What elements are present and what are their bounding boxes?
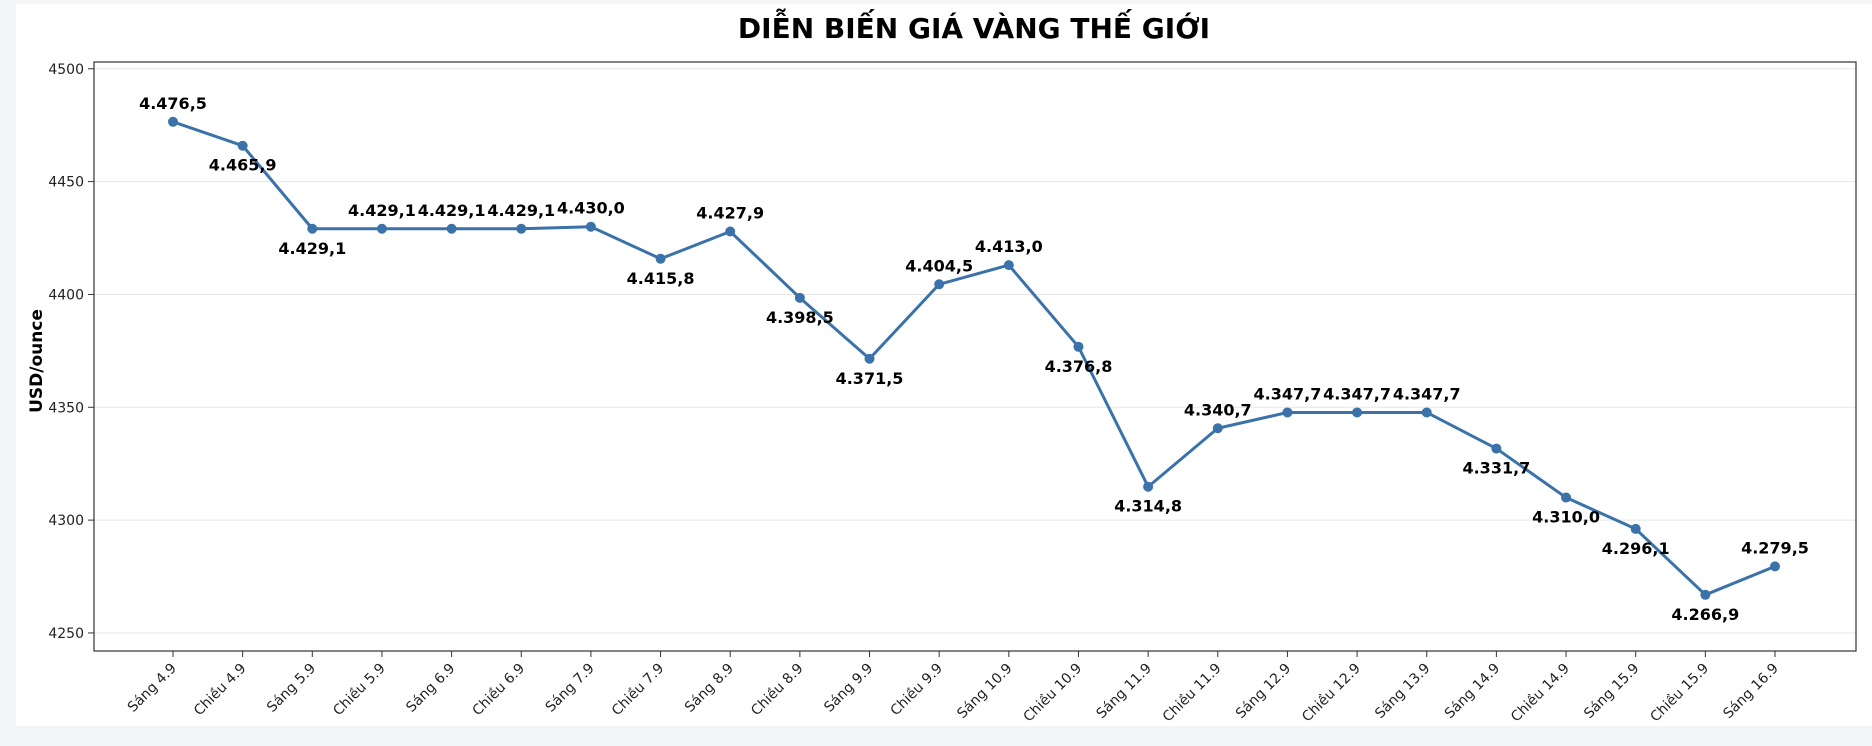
data-point <box>1770 561 1780 572</box>
x-tick-label: Sáng 11.9 <box>1094 661 1155 722</box>
x-tick-label: Chiều 9.9 <box>887 660 946 719</box>
data-point <box>307 223 318 234</box>
data-label: 4.476,5 <box>139 94 207 113</box>
x-tick-label: Chiều 5.9 <box>330 660 389 719</box>
data-point <box>516 223 527 234</box>
data-point <box>446 223 457 234</box>
data-point <box>655 253 666 264</box>
data-label: 4.404,5 <box>905 256 973 275</box>
x-tick-label: Sáng 10.9 <box>954 661 1015 722</box>
x-tick-label: Sáng 7.9 <box>543 661 598 716</box>
data-label: 4.429,1 <box>487 201 555 220</box>
data-label: 4.465,9 <box>209 156 277 175</box>
data-point <box>1421 407 1432 418</box>
data-point <box>168 116 178 127</box>
line-chart: DIỄN BIẾN GIÁ VÀNG THẾ GIỚI USD/ounce 42… <box>27 7 1857 725</box>
data-point <box>585 221 596 232</box>
y-tick-label: 4300 <box>48 513 84 529</box>
data-point <box>1700 589 1711 600</box>
x-tick-label: Sáng 14.9 <box>1442 661 1503 722</box>
x-tick-label: Chiều 12.9 <box>1298 660 1364 726</box>
data-label: 4.430,0 <box>557 199 625 218</box>
y-tick-label: 4400 <box>48 287 84 303</box>
y-axis-label: USD/ounce <box>27 309 47 413</box>
data-label: 4.266,9 <box>1671 605 1739 624</box>
x-tick-label: Sáng 5.9 <box>264 661 319 716</box>
chart-figure: DIỄN BIẾN GIÁ VÀNG THẾ GIỚI USD/ounce 42… <box>16 4 1872 726</box>
y-tick-label: 4350 <box>48 400 84 416</box>
x-tick-label: Sáng 15.9 <box>1581 661 1642 722</box>
data-label: 4.296,1 <box>1602 539 1670 558</box>
x-tick-label: Sáng 8.9 <box>682 661 737 716</box>
data-label: 4.347,7 <box>1254 384 1322 403</box>
data-point <box>1003 260 1014 271</box>
data-point <box>725 226 736 237</box>
data-point <box>794 292 805 303</box>
data-point <box>1561 492 1572 503</box>
plot-area <box>93 61 1857 652</box>
data-point <box>376 223 387 234</box>
data-label: 4.415,8 <box>627 269 695 288</box>
x-tick-label: Chiều 6.9 <box>469 660 528 719</box>
x-tick-label: Chiều 7.9 <box>608 660 667 719</box>
y-tick-label: 4450 <box>48 175 84 191</box>
x-tick-label: Sáng 6.9 <box>403 661 458 716</box>
x-tick-label: Sáng 9.9 <box>821 661 876 716</box>
x-tick-label: Chiều 4.9 <box>190 660 249 719</box>
data-point <box>237 140 248 151</box>
data-point <box>864 353 875 364</box>
x-tick-label: Chiều 8.9 <box>747 660 806 719</box>
data-point <box>934 279 945 290</box>
price-series-line <box>172 120 1776 597</box>
data-label: 4.427,9 <box>696 203 764 222</box>
data-label: 4.429,1 <box>348 201 416 220</box>
data-label: 4.347,7 <box>1323 384 1391 403</box>
x-tick-label: Sáng 13.9 <box>1372 661 1433 722</box>
data-label: 4.376,8 <box>1045 357 1113 376</box>
data-point <box>1630 523 1641 534</box>
gridlines <box>94 68 1856 634</box>
chart-title: DIỄN BIẾN GIÁ VÀNG THẾ GIỚI <box>738 7 1210 45</box>
x-tick-label: Sáng 4.9 <box>125 661 180 716</box>
data-point <box>1491 443 1502 454</box>
x-axis: Sáng 4.9 Chiều 4.9 Sáng 5.9 Chiều 5.9 Sáng 6… <box>125 651 1782 725</box>
data-label: 4.413,0 <box>975 237 1043 256</box>
data-point <box>1352 407 1363 418</box>
data-point <box>1143 481 1154 492</box>
data-points <box>168 116 1780 600</box>
data-label: 4.314,8 <box>1114 497 1182 516</box>
x-tick-label: Chiều 14.9 <box>1507 660 1573 726</box>
x-tick-label: Sáng 12.9 <box>1233 661 1294 722</box>
x-tick-label: Chiều 10.9 <box>1020 660 1086 726</box>
y-axis: 4250 4300 4350 4400 4450 4500 <box>48 62 94 642</box>
data-label: 4.279,5 <box>1741 538 1809 557</box>
y-tick-label: 4250 <box>48 626 84 642</box>
data-label: 4.347,7 <box>1393 384 1461 403</box>
data-label: 4.310,0 <box>1532 508 1600 527</box>
y-tick-label: 4500 <box>48 62 84 78</box>
data-label: 4.331,7 <box>1462 459 1530 478</box>
data-point <box>1073 341 1084 352</box>
data-label: 4.340,7 <box>1184 400 1252 419</box>
data-label: 4.429,1 <box>278 239 346 258</box>
x-tick-label: Chiều 11.9 <box>1159 660 1225 726</box>
data-label: 4.371,5 <box>836 369 904 388</box>
x-tick-label: Chiều 15.9 <box>1647 660 1713 726</box>
data-labels: 4.476,54.465,94.429,14.429,1 4.429,1 4.429… <box>139 94 1809 624</box>
data-point <box>1282 407 1293 418</box>
x-tick-label: Sáng 16.9 <box>1720 661 1781 722</box>
data-label: 4.429,1 <box>418 201 486 220</box>
data-label: 4.398,5 <box>766 308 834 327</box>
data-point <box>1212 423 1223 434</box>
